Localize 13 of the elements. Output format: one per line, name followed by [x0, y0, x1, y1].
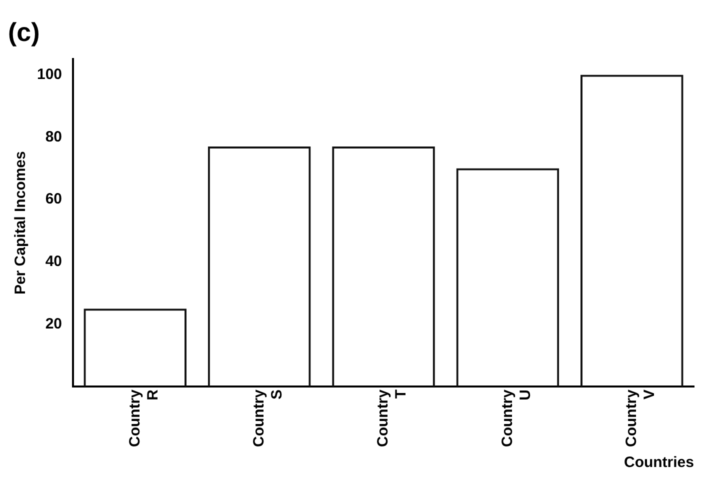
y-tick-label: 100	[36, 66, 62, 83]
y-tick-label: 80	[45, 128, 62, 146]
x-tick-label: Country U	[498, 388, 534, 448]
x-tick-label: Country R	[126, 388, 162, 448]
y-tick-label: 20	[45, 315, 62, 332]
y-tick-label: 60	[45, 190, 62, 208]
chart-title: (c)	[8, 16, 40, 47]
y-axis-title: Per Capital Incomes	[12, 151, 30, 295]
x-tick-label: Country V	[623, 388, 658, 448]
y-tick-label: 40	[45, 252, 62, 270]
x-axis-title: Countries	[624, 454, 694, 472]
x-tick-label: Country S	[250, 388, 286, 448]
x-tick-label: Country T	[374, 388, 410, 448]
